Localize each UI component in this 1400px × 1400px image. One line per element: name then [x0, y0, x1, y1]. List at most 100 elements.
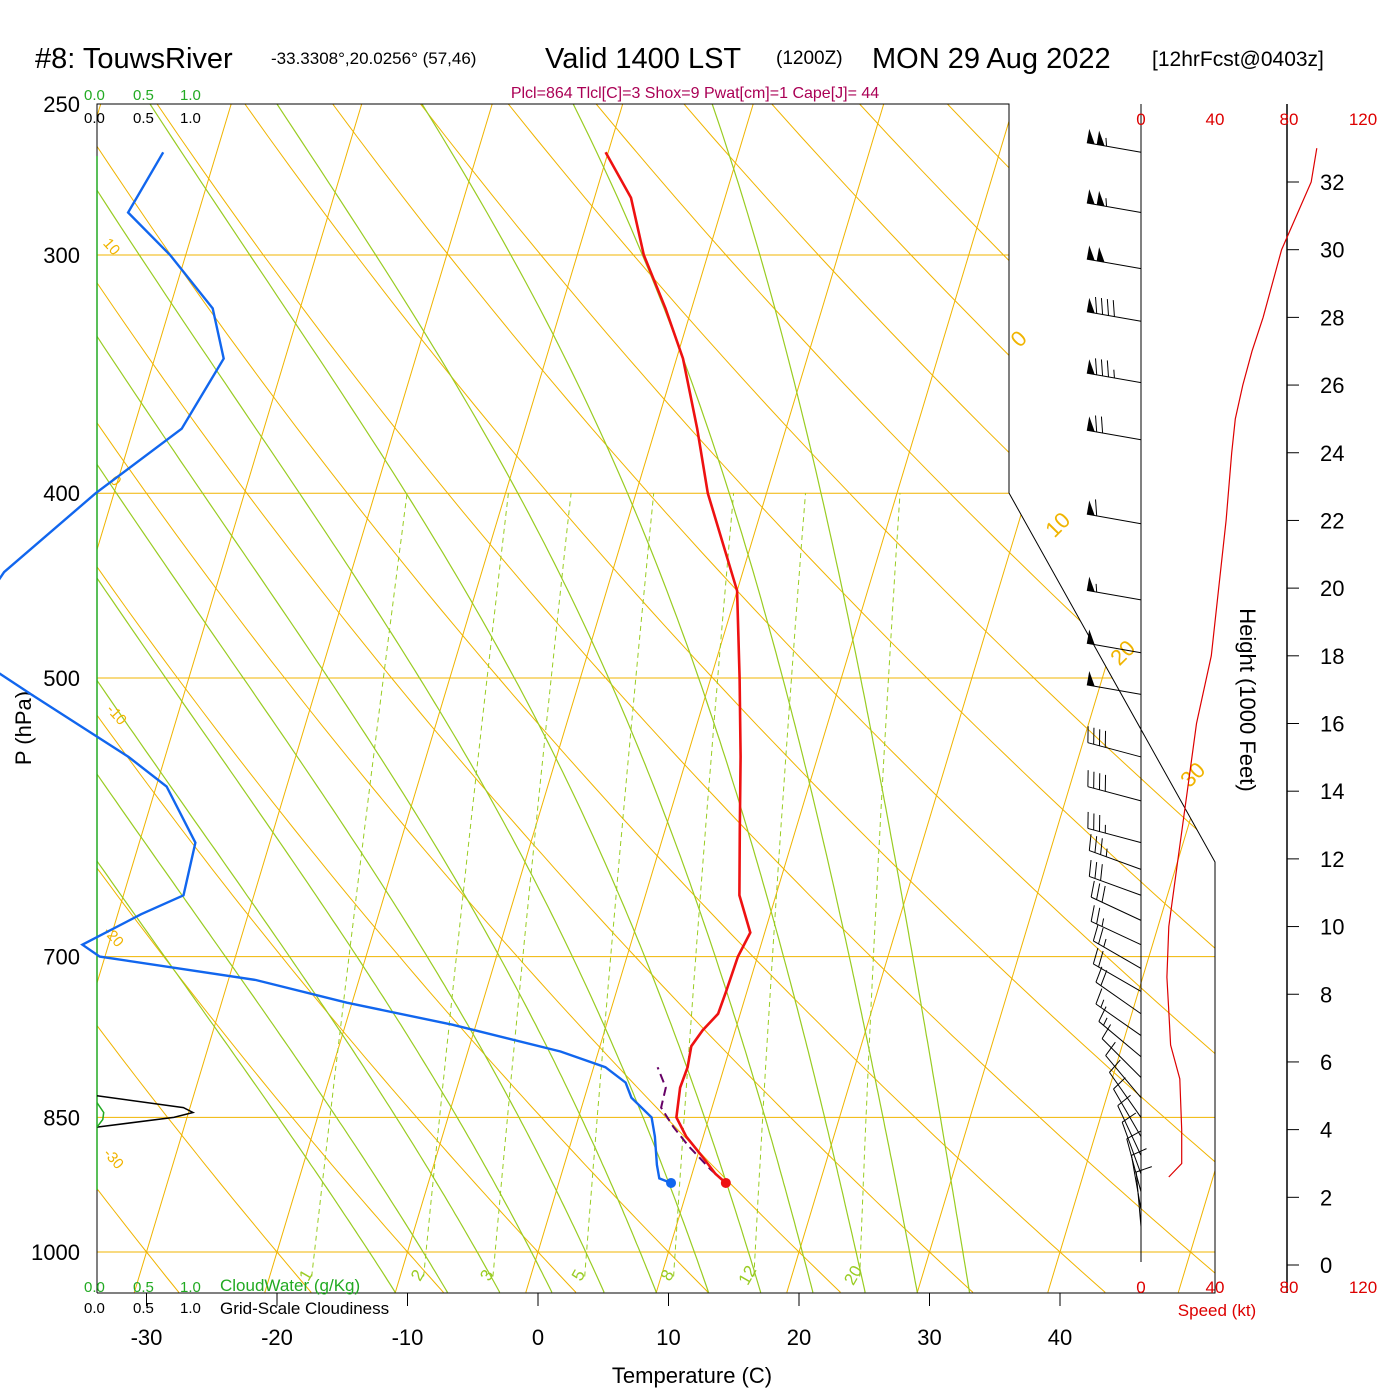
barb-staff — [1095, 981, 1142, 1015]
wind-barb — [1101, 1024, 1142, 1078]
barb-pennant — [1086, 189, 1095, 205]
barb-staff — [1095, 1003, 1142, 1036]
cloud-water-scale-label: 0.5 — [133, 1279, 154, 1296]
dry-adiabat-line — [97, 104, 577, 1293]
moist-adiabat-line — [97, 104, 449, 1293]
isotherm-line — [525, 104, 895, 1293]
pressure-tick-label: 700 — [43, 945, 80, 970]
wind-barb — [1087, 770, 1142, 802]
barb-feather — [1101, 885, 1106, 903]
wind-barb — [1126, 1130, 1142, 1193]
barb-pennant — [1086, 576, 1095, 592]
parcel-trace — [656, 1066, 727, 1184]
wind-barb — [1086, 576, 1142, 601]
dry-adiabat-line — [97, 104, 444, 1293]
isotherm-label: 30 — [1175, 757, 1210, 792]
barb-staff — [1135, 1171, 1142, 1227]
barb-staff — [1086, 684, 1142, 695]
wind-barb — [1117, 1094, 1142, 1156]
mixing-ratio-line — [859, 493, 901, 1277]
height-tick-label: 14 — [1320, 779, 1344, 804]
cloud-water-profile — [96, 1102, 105, 1128]
height-tick-label: 32 — [1320, 170, 1344, 195]
barb-pennant — [1086, 629, 1095, 645]
height-tick-label: 10 — [1320, 915, 1344, 940]
wind-barb — [1090, 880, 1142, 921]
wind-barb — [1090, 905, 1142, 946]
height-tick-label: 12 — [1320, 847, 1344, 872]
temperature-trace — [604, 151, 752, 1184]
height-tick-label: 30 — [1320, 238, 1344, 263]
height-tick-label: 20 — [1320, 576, 1344, 601]
moist-adiabat-line — [97, 104, 501, 1293]
barb-staff — [1086, 589, 1142, 601]
speed-axis-label: Speed (kt) — [1178, 1301, 1256, 1320]
barb-feather — [1100, 864, 1103, 881]
x-axis-label: Temperature (C) — [612, 1363, 772, 1388]
dry-adiabat-line — [97, 104, 312, 1293]
x-tick-label: 0 — [532, 1325, 544, 1350]
wind-barbs — [1086, 128, 1152, 1227]
moist-adiabat-line — [97, 104, 553, 1293]
stability-indices: Plcl=864 Tlcl[C]=3 Shox=9 Pwat[cm]=1 Cap… — [511, 85, 879, 102]
valid-time: Valid 1400 LST — [545, 43, 741, 75]
barb-feather — [1106, 299, 1110, 316]
height-tick-label: 26 — [1320, 373, 1344, 398]
isotherm-line — [97, 104, 373, 1293]
speed-tick-label-bottom: 120 — [1349, 1278, 1377, 1297]
dry-adiabat-line — [1175, 104, 1215, 1293]
barb-staff — [1093, 940, 1142, 969]
wind-barb — [1086, 128, 1142, 153]
isotherm-line — [1047, 104, 1215, 1293]
barb-feather — [1098, 927, 1104, 945]
barb-pennant — [1086, 359, 1095, 375]
barb-feather — [1095, 296, 1098, 314]
x-tick-label: -30 — [131, 1325, 163, 1350]
wind-barb — [1086, 245, 1142, 270]
barb-feather — [1112, 300, 1115, 317]
barb-feather — [1090, 880, 1095, 898]
barb-staff — [1086, 429, 1142, 441]
wind-barb — [1086, 671, 1142, 695]
barb-feather — [1117, 1094, 1131, 1107]
barb-feather — [1098, 1006, 1107, 1022]
speed-tick-label-top: 120 — [1349, 110, 1377, 129]
wind-barb — [1086, 189, 1142, 213]
wind-barb — [1121, 1112, 1142, 1175]
x-tick-label: 40 — [1048, 1325, 1072, 1350]
cloudiness-legend: Grid-Scale Cloudiness — [220, 1299, 389, 1318]
dewpoint-trace — [0, 151, 672, 1185]
barb-feather — [1121, 1112, 1137, 1123]
cloudiness-scale-label: 0.0 — [84, 1300, 105, 1317]
barb-half-feather — [1100, 999, 1105, 1008]
x-tick-label: -20 — [261, 1325, 293, 1350]
pressure-tick-label: 1000 — [31, 1240, 80, 1265]
dry-adiabat-line — [97, 104, 1106, 1293]
valid-date: MON 29 Aug 2022 — [872, 43, 1111, 75]
pressure-tick-label: 500 — [43, 666, 80, 691]
dry-adiabat-line — [307, 104, 1215, 1293]
barb-feather — [1101, 1024, 1112, 1039]
mixing-ratio-lines — [311, 493, 901, 1277]
wind-barb — [1086, 415, 1142, 441]
barb-pennant — [1086, 245, 1095, 261]
barb-half-feather — [1101, 918, 1105, 927]
barb-staff — [1101, 1038, 1142, 1078]
dry-adiabat-line — [133, 104, 1215, 1293]
barb-feather — [1106, 360, 1110, 377]
y-axis-label: P (hPa) — [11, 691, 36, 765]
barb-pennant — [1086, 671, 1095, 687]
height-tick-label: 28 — [1320, 305, 1344, 330]
cloudiness-scale-label: 0.5 — [133, 110, 154, 127]
height-tick-label: 6 — [1320, 1050, 1332, 1075]
wind-barb — [1087, 726, 1142, 758]
barb-feather — [1095, 966, 1103, 983]
x-tick-label: 10 — [656, 1325, 680, 1350]
moist-adiabat-line — [400, 104, 866, 1293]
dry-adiabat-line — [220, 104, 1215, 1293]
barb-feather — [1095, 499, 1098, 516]
pressure-axis-ticks: 250 300 400 500 700 850 1000 — [31, 92, 80, 1265]
